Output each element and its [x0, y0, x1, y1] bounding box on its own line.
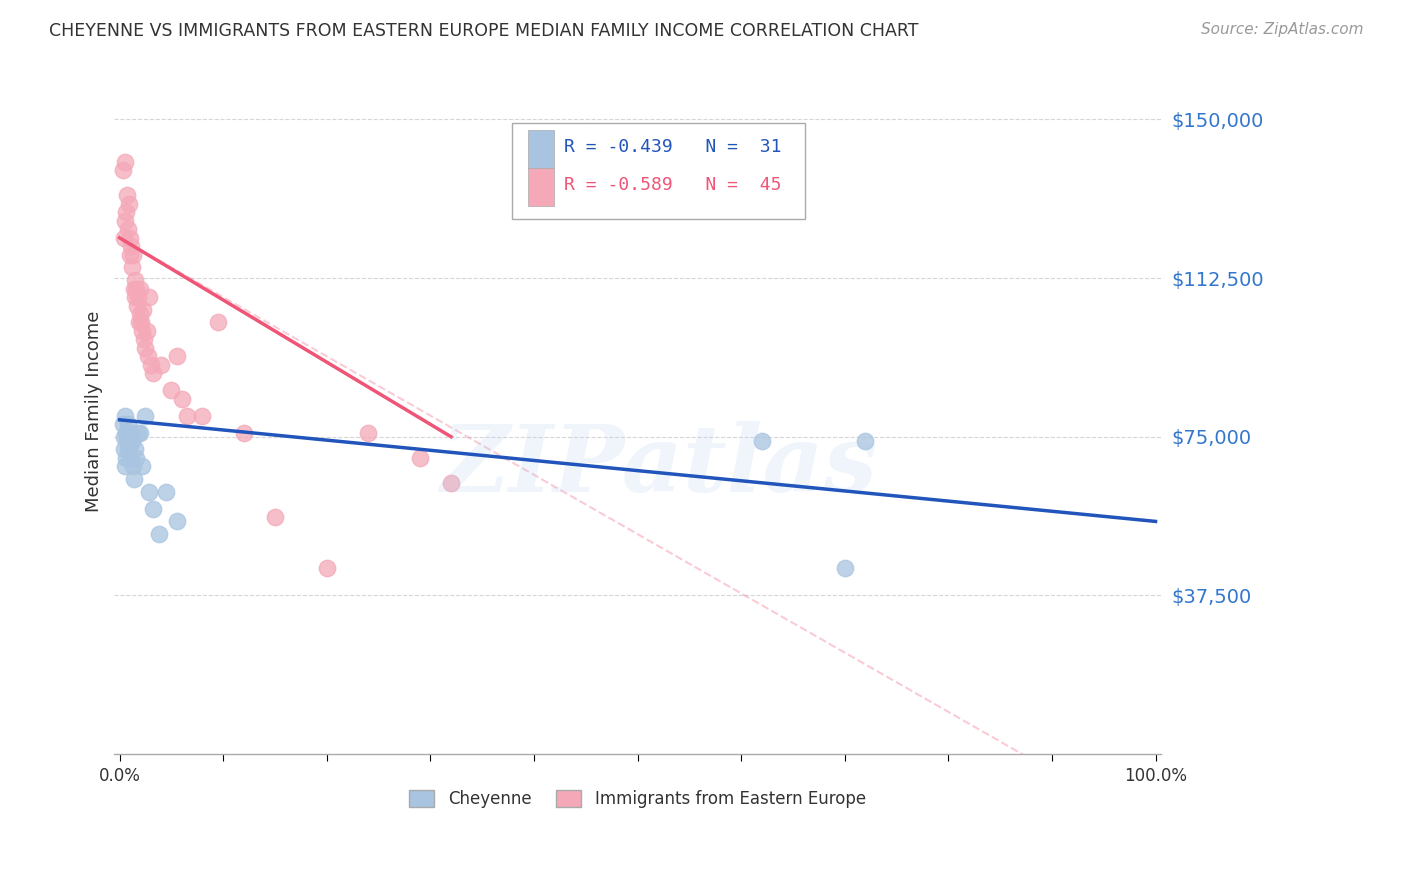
Point	[114, 409, 136, 423]
Point	[855, 434, 877, 448]
Point	[751, 434, 773, 448]
Point	[129, 425, 152, 440]
Point	[118, 231, 141, 245]
Text: ZIPatlas: ZIPatlas	[440, 421, 877, 511]
Point	[166, 349, 188, 363]
Point	[111, 163, 134, 178]
Point	[409, 450, 432, 465]
Point	[160, 383, 183, 397]
Point	[124, 273, 146, 287]
Point	[131, 459, 153, 474]
FancyBboxPatch shape	[512, 123, 806, 219]
Point	[112, 442, 135, 457]
Point	[129, 307, 152, 321]
Point	[264, 510, 287, 524]
Point	[127, 299, 149, 313]
Point	[136, 349, 159, 363]
Point	[114, 425, 136, 440]
Point	[114, 154, 136, 169]
Point	[112, 430, 135, 444]
Bar	[527, 130, 554, 168]
Point	[117, 222, 139, 236]
Point	[117, 442, 139, 457]
Point	[124, 290, 146, 304]
Point	[155, 484, 177, 499]
Bar	[527, 168, 554, 206]
Point	[120, 425, 142, 440]
Point	[135, 324, 157, 338]
Point	[121, 260, 143, 275]
Point	[138, 484, 160, 499]
Point	[139, 358, 162, 372]
Text: R = -0.439   N =  31: R = -0.439 N = 31	[564, 138, 782, 156]
Point	[115, 188, 138, 202]
Point	[134, 409, 156, 423]
Point	[114, 214, 136, 228]
Point	[132, 302, 155, 317]
Point	[114, 450, 136, 465]
Point	[834, 561, 856, 575]
Point	[315, 561, 337, 575]
Point	[127, 425, 149, 440]
Point	[112, 231, 135, 245]
Point	[138, 290, 160, 304]
Point	[191, 409, 214, 423]
Y-axis label: Median Family Income: Median Family Income	[86, 310, 103, 512]
Point	[122, 459, 145, 474]
Point	[122, 282, 145, 296]
Point	[114, 205, 136, 219]
Point	[232, 425, 254, 440]
Point	[440, 476, 463, 491]
Point	[115, 434, 138, 448]
Point	[118, 438, 141, 452]
Point	[148, 527, 170, 541]
Point	[114, 459, 136, 474]
Text: Source: ZipAtlas.com: Source: ZipAtlas.com	[1201, 22, 1364, 37]
Text: R = -0.589   N =  45: R = -0.589 N = 45	[564, 176, 782, 194]
Point	[128, 316, 150, 330]
Point	[134, 341, 156, 355]
Point	[142, 366, 165, 380]
Point	[118, 430, 141, 444]
Point	[166, 515, 188, 529]
Point	[125, 282, 148, 296]
Point	[120, 239, 142, 253]
Point	[176, 409, 198, 423]
Point	[127, 290, 149, 304]
Point	[118, 248, 141, 262]
Point	[131, 324, 153, 338]
Point	[129, 282, 152, 296]
Point	[131, 316, 153, 330]
Point	[117, 417, 139, 431]
Point	[150, 358, 173, 372]
Point	[111, 417, 134, 431]
Legend: Cheyenne, Immigrants from Eastern Europe: Cheyenne, Immigrants from Eastern Europe	[402, 783, 873, 814]
Point	[142, 501, 165, 516]
Point	[118, 450, 141, 465]
Point	[170, 392, 193, 406]
Point	[125, 450, 148, 465]
Point	[122, 248, 145, 262]
Point	[124, 442, 146, 457]
Point	[122, 472, 145, 486]
Text: CHEYENNE VS IMMIGRANTS FROM EASTERN EUROPE MEDIAN FAMILY INCOME CORRELATION CHAR: CHEYENNE VS IMMIGRANTS FROM EASTERN EURO…	[49, 22, 918, 40]
Point	[207, 316, 229, 330]
Point	[118, 197, 141, 211]
Point	[134, 333, 156, 347]
Point	[357, 425, 380, 440]
Point	[121, 434, 143, 448]
